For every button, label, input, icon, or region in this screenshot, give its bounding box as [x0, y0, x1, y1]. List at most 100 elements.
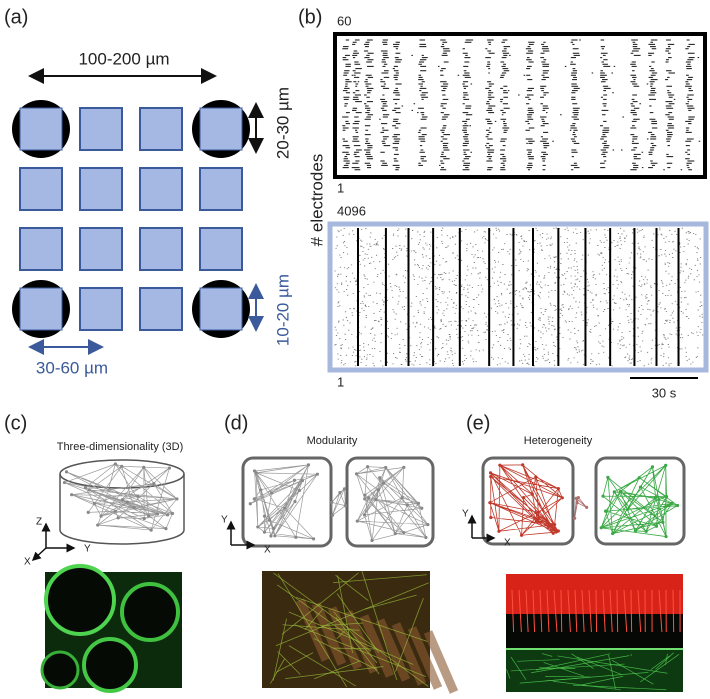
- fiber: [541, 653, 553, 657]
- axon: [518, 589, 522, 633]
- soma: [170, 511, 175, 516]
- soma: [534, 475, 538, 479]
- fiber: [272, 618, 287, 681]
- soma: [536, 510, 540, 514]
- fiber: [277, 651, 301, 675]
- fiber: [275, 652, 314, 673]
- soma: [142, 516, 146, 521]
- panel-label: (b): [298, 6, 322, 28]
- soma: [497, 529, 501, 533]
- panel-label: (a): [4, 6, 28, 28]
- soma: [165, 513, 170, 517]
- axis-name: Y: [84, 544, 91, 555]
- axon: [511, 589, 515, 633]
- soma: [271, 526, 276, 530]
- soma: [550, 524, 554, 528]
- channel: [359, 614, 395, 678]
- panel-title: Three-dimensionality (3D): [57, 441, 184, 453]
- soma: [152, 482, 156, 486]
- soma: [306, 463, 311, 467]
- fiber: [295, 596, 428, 642]
- soma: [96, 523, 100, 527]
- fiber: [543, 662, 584, 677]
- soma: [376, 488, 380, 492]
- soma: [294, 535, 298, 539]
- soma: [654, 495, 658, 500]
- soma: [618, 489, 623, 493]
- electrode: [199, 167, 243, 211]
- axon: [553, 589, 558, 633]
- soma: [537, 515, 541, 519]
- fiber: [531, 655, 630, 674]
- soma: [657, 497, 661, 502]
- axis-name: Y: [221, 515, 228, 526]
- soma: [626, 507, 630, 511]
- axon: [616, 589, 619, 633]
- soma: [552, 523, 557, 527]
- fiber: [665, 653, 668, 666]
- soma: [267, 518, 271, 522]
- fiber: [510, 663, 625, 672]
- soma: [155, 512, 160, 516]
- soma: [83, 485, 88, 490]
- electrode: [79, 287, 123, 331]
- channel: [391, 622, 427, 686]
- axis-name: Y: [462, 509, 469, 520]
- neurites: [600, 464, 678, 537]
- soma: [420, 506, 424, 510]
- fiber: [517, 659, 560, 662]
- fiber: [321, 622, 364, 627]
- soma: [113, 509, 117, 513]
- soma: [521, 463, 525, 467]
- axis-name: X: [264, 545, 271, 556]
- electrode: [139, 227, 183, 271]
- axon: [595, 589, 598, 633]
- soma: [116, 516, 120, 520]
- soma: [556, 486, 560, 491]
- soma: [147, 514, 151, 518]
- fiber: [364, 594, 417, 610]
- fiber: [539, 667, 576, 669]
- soma: [256, 525, 260, 529]
- axon: [602, 589, 606, 633]
- soma: [164, 527, 168, 531]
- axon: [623, 589, 628, 633]
- soma: [599, 526, 603, 530]
- fiber: [519, 672, 649, 684]
- fiber: [313, 638, 377, 670]
- network: [62, 462, 179, 532]
- axon: [567, 589, 571, 633]
- fiber: [333, 574, 427, 584]
- soma: [113, 462, 118, 466]
- electrode: [79, 227, 123, 271]
- fiber: [510, 656, 527, 680]
- axon: [581, 589, 585, 633]
- soma: [638, 485, 643, 489]
- panel-title: Modularity: [307, 435, 358, 447]
- neurites: [64, 463, 178, 531]
- fiber: [336, 630, 346, 640]
- channel: [311, 602, 347, 666]
- soma: [362, 513, 367, 517]
- soma: [374, 498, 378, 502]
- soma: [342, 487, 347, 491]
- electrode: [139, 107, 183, 151]
- soma: [664, 534, 668, 539]
- soma: [330, 513, 335, 517]
- axes-glyph: [31, 522, 76, 562]
- soma: [132, 505, 136, 509]
- fiber: [572, 684, 667, 691]
- channel: [295, 598, 331, 662]
- soma: [262, 514, 267, 518]
- axis-name: Z: [36, 517, 42, 528]
- soma: [489, 475, 493, 479]
- soma: [400, 496, 404, 500]
- electrode: [199, 107, 243, 151]
- soma: [92, 501, 97, 506]
- soma: [585, 505, 589, 509]
- dimension-label: 20-30 µm: [273, 87, 292, 159]
- axis-name: X: [24, 557, 31, 568]
- soma: [366, 496, 371, 500]
- soma: [273, 534, 277, 538]
